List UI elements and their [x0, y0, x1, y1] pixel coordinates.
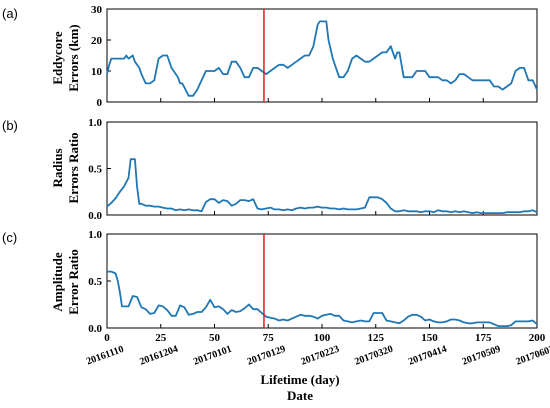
plot-frame-a — [106, 8, 538, 103]
y-tick-label-c: 1.0 — [88, 229, 102, 241]
y-tick-label-b: 0.0 — [88, 210, 102, 222]
x-date-label: 20170320 — [353, 344, 394, 368]
series-line-a — [106, 20, 538, 97]
y-tick-label-a: 0 — [97, 97, 103, 109]
x-tick-label: 50 — [209, 332, 221, 344]
x-tick-label: 0 — [104, 332, 110, 344]
x-tick-label: 125 — [368, 332, 385, 344]
y-axis-label-line1-c: Amplitude — [50, 252, 65, 311]
y-axis-label-line2-a: Errors (km) — [66, 24, 81, 91]
y-tick-label-b: 0.5 — [88, 164, 102, 176]
x-date-label: 20170129 — [246, 344, 287, 368]
panel-c: (c) Amplitude Error Ratio 0.0 0.5 1.0 — [2, 229, 538, 335]
y-ticks-c: 0.0 0.5 1.0 — [88, 229, 538, 335]
x-date-label: 20170414 — [407, 344, 448, 368]
series-line-b — [106, 158, 538, 215]
panel-label-a: (a) — [2, 6, 18, 21]
panel-label-c: (c) — [2, 230, 17, 245]
y-tick-label-a: 10 — [91, 66, 103, 78]
x-tick-label: 200 — [529, 332, 546, 344]
y-tick-label-a: 30 — [91, 4, 103, 16]
x-axis-title-lifetime: Lifetime (day) — [260, 372, 339, 387]
y-axis-label-line2-c: Error Ratio — [66, 249, 81, 315]
series-a — [106, 9, 538, 102]
x-date-label: 20161110 — [85, 344, 125, 368]
x-date-label: 20170509 — [461, 344, 502, 368]
y-axis-label-line2-b: Errors Ratio — [66, 133, 81, 204]
x-tick-label: 75 — [263, 332, 275, 344]
panel-label-b: (b) — [2, 118, 18, 133]
x-tick-label: 150 — [421, 332, 438, 344]
x-date-label: 20170223 — [299, 344, 340, 368]
x-date-label: 20170101 — [192, 344, 233, 368]
plot-frame-c — [106, 233, 538, 329]
series-line-c — [107, 270, 538, 328]
x-axis-title-date: Date — [287, 388, 313, 403]
y-tick-label-a: 20 — [91, 35, 103, 47]
y-tick-label-c: 0.5 — [88, 276, 102, 288]
x-date-label: 20161204 — [138, 344, 179, 368]
x-tick-label: 175 — [475, 332, 492, 344]
panel-b: (b) Radius Errors Ratio 0.0 0.5 1.0 — [2, 117, 538, 222]
x-tick-label: 25 — [155, 332, 167, 344]
y-tick-label-b: 1.0 — [88, 117, 102, 129]
y-axis-label-line1-a: Eddycore — [50, 31, 65, 84]
plot-frame-b — [106, 121, 538, 216]
series-c — [107, 234, 538, 328]
y-ticks-a: 0 10 20 30 — [91, 4, 538, 109]
x-tick-label: 100 — [314, 332, 331, 344]
x-date-label: 20170603 — [514, 344, 550, 368]
series-b — [106, 158, 538, 215]
y-axis-label-line1-b: Radius — [50, 148, 65, 187]
panel-a: (a) Eddycore Errors (km) 0 10 20 30 — [2, 4, 538, 109]
y-tick-label-c: 0.0 — [88, 323, 102, 335]
